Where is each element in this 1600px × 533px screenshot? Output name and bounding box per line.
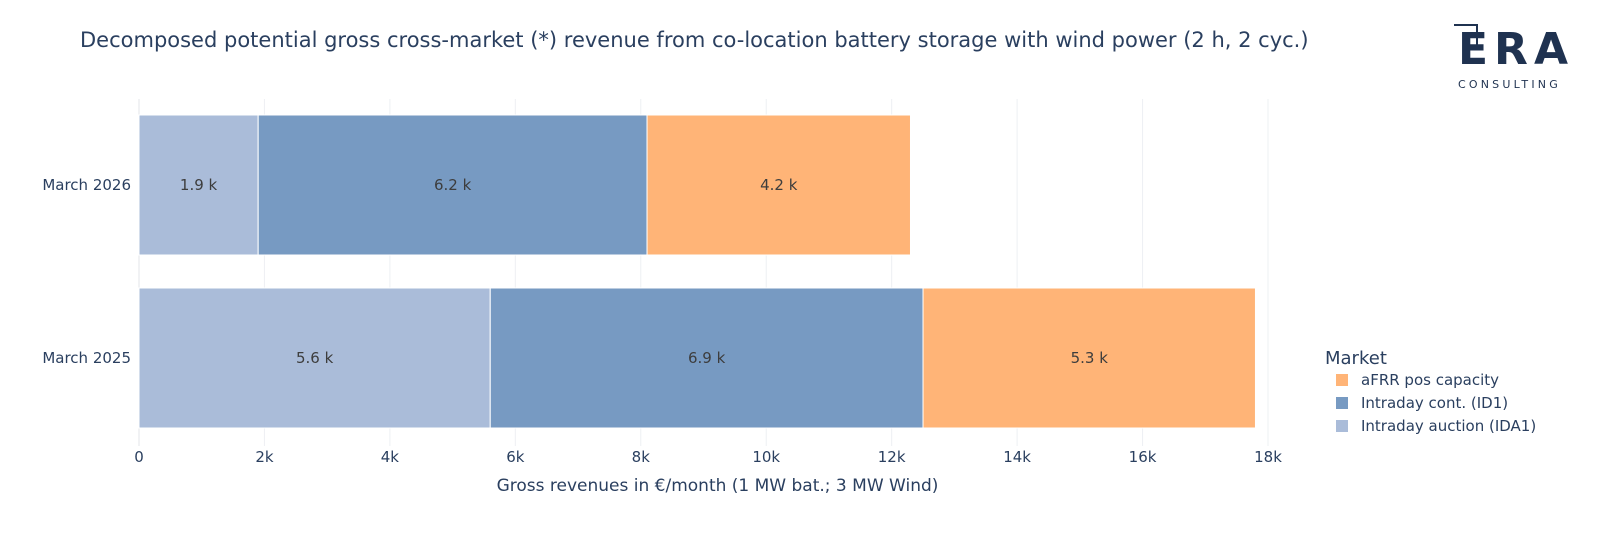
y-tick-label: March 2026 [42,176,131,194]
bar-data-label: 5.3 k [1071,349,1109,367]
legend: Market aFRR pos capacity Intraday cont. (I… [1325,348,1536,435]
legend-title: Market [1325,348,1387,369]
x-tick-label: 4k [381,448,400,466]
bar-segment [138,287,491,429]
x-tick-label: 16k [1129,448,1157,466]
x-tick-label: 18k [1254,448,1282,466]
x-tick-label: 12k [878,448,906,466]
bars [138,114,1256,429]
bar-data-label: 5.6 k [296,349,334,367]
x-axis-title: Gross revenues in €/month (1 MW bat.; 3 … [497,476,939,496]
x-tick-labels: 0 2k 4k 6k 8k 10k 12k 14k 16k 18k [134,448,1282,466]
y-tick-label: March 2025 [42,349,131,367]
legend-swatch [1336,420,1348,432]
era-consulting-logo: ERA CONSULTING [1454,24,1580,92]
x-tick-label: 0 [134,448,144,466]
bar-segment [257,114,648,256]
x-tick-label: 2k [255,448,274,466]
legend-entry: aFRR pos capacity [1361,371,1499,389]
bar-segment [646,114,911,256]
bar-data-label: 4.2 k [760,176,798,194]
legend-swatch [1336,397,1348,409]
x-tick-label: 10k [752,448,780,466]
bar-data-label: 6.9 k [688,349,726,367]
bar-labels: 1.9 k 6.2 k 4.2 k 5.6 k 6.9 k 5.3 k [180,176,1108,367]
x-tick-label: 8k [632,448,651,466]
y-tick-labels: March 2026 March 2025 [42,176,131,367]
logo-subtitle: CONSULTING [1458,78,1561,91]
bar-segment [922,287,1256,429]
logo-mark: ERA [1454,24,1580,72]
legend-entry: Intraday auction (IDA1) [1361,417,1536,435]
bar-segment [489,287,924,429]
legend-swatch [1336,374,1348,386]
x-tick-label: 14k [1003,448,1031,466]
x-tick-label: 6k [506,448,525,466]
bar-data-label: 1.9 k [180,176,218,194]
bar-data-label: 6.2 k [434,176,472,194]
legend-entry: Intraday cont. (ID1) [1361,394,1508,412]
chart-title: Decomposed potential gross cross-market … [80,28,1309,52]
logo-frame [1454,24,1478,50]
